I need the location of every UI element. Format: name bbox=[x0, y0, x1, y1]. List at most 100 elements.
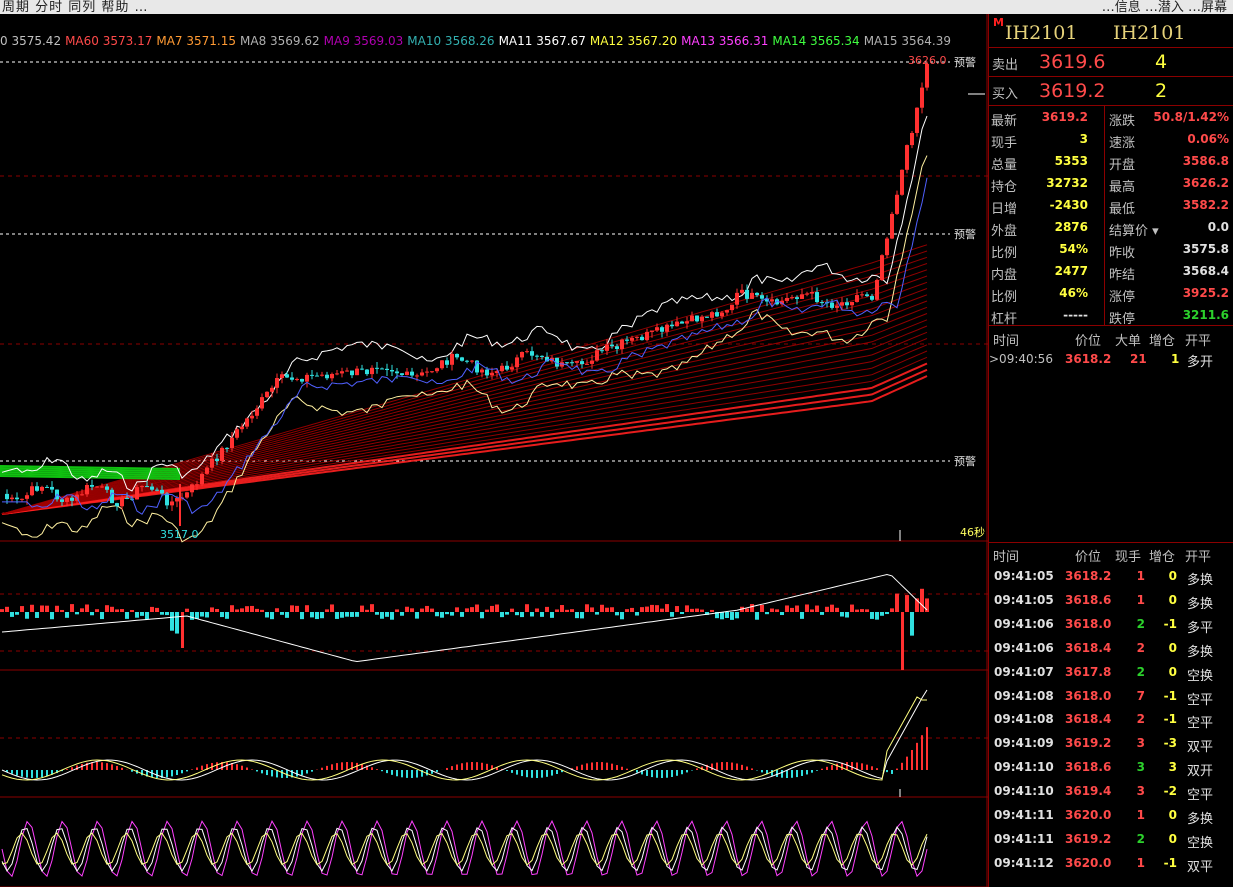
tick-oi: 0 bbox=[1168, 808, 1177, 822]
stat-label: 昨收 bbox=[1109, 246, 1136, 261]
stat-label: 昨结 bbox=[1109, 268, 1136, 283]
stat-value: 32732 bbox=[1046, 176, 1088, 190]
tick-volume: 3 bbox=[1136, 736, 1145, 751]
ma-green-band bbox=[0, 465, 181, 470]
tick-row[interactable]: 09:41:12 3620.0 1 -1 双平 bbox=[989, 856, 1233, 879]
warn-label-2: 预警 bbox=[954, 227, 976, 241]
stat-label: 比例 bbox=[991, 246, 1018, 261]
ask-row[interactable]: 卖出 3619.6 4 bbox=[989, 51, 1233, 75]
tick-oi: 0 bbox=[1168, 664, 1177, 679]
stat-row: 杠杆 ----- 跌停 3211.6 bbox=[989, 307, 1233, 328]
stat-value: 0.06% bbox=[1187, 132, 1229, 146]
bid-volume: 2 bbox=[1155, 80, 1168, 102]
stat-row: 持仓 32732 最高 3626.2 bbox=[989, 175, 1233, 196]
tick-price: 3620.0 bbox=[1065, 808, 1112, 822]
menu-bar-left[interactable]: 周期 分时 同列 帮助 … bbox=[2, 0, 149, 14]
tick-oi: 0 bbox=[1168, 592, 1177, 607]
ma-legend-item: MA9 3569.03 bbox=[323, 34, 404, 48]
ma-legend-item: MA8 3569.62 bbox=[240, 34, 320, 48]
stat-value: 46% bbox=[1059, 286, 1088, 300]
stat-label: 跌停 bbox=[1109, 312, 1136, 327]
ask-volume: 4 bbox=[1155, 51, 1168, 73]
tick-volume: 2 bbox=[1136, 616, 1145, 631]
tick-volume: 7 bbox=[1136, 688, 1145, 703]
bid-label: 买入 bbox=[992, 87, 1019, 102]
tick-row[interactable]: 09:41:10 3619.4 3 -2 空平 bbox=[989, 784, 1233, 807]
tick-oi: -3 bbox=[1163, 736, 1177, 751]
tick-volume: 2 bbox=[1136, 640, 1145, 655]
tick-row[interactable]: 09:41:05 3618.6 1 0 多换 bbox=[989, 593, 1233, 616]
stat-value: 3619.2 bbox=[1041, 110, 1088, 124]
tick-oi: 0 bbox=[1168, 831, 1177, 846]
tick-row[interactable]: 09:41:08 3618.4 2 -1 空平 bbox=[989, 712, 1233, 735]
tick-row[interactable]: 09:41:10 3618.6 3 3 双开 bbox=[989, 760, 1233, 783]
stat-value: 2477 bbox=[1054, 264, 1088, 278]
tick-row[interactable]: 09:41:07 3617.8 2 0 空换 bbox=[989, 665, 1233, 688]
tick-price: 3618.4 bbox=[1065, 712, 1112, 727]
tick-oi: 0 bbox=[1168, 640, 1177, 655]
tick-price: 3618.6 bbox=[1065, 592, 1112, 607]
big-order-header: 时间 bbox=[993, 334, 1020, 349]
stat-label: 最低 bbox=[1109, 202, 1136, 217]
stat-value: 3586.8 bbox=[1182, 154, 1229, 168]
stat-value: 3925.2 bbox=[1182, 286, 1229, 300]
stat-value: 0.0 bbox=[1207, 220, 1229, 234]
tick-time: 09:41:12 bbox=[994, 855, 1054, 870]
tick-time: 09:41:07 bbox=[994, 664, 1054, 679]
indicator-panel-2[interactable] bbox=[1, 689, 928, 781]
ma-legend-item: MA11 3567.67 bbox=[498, 34, 586, 48]
tick-volume: 3 bbox=[1136, 760, 1145, 775]
big-order-volume: 21 bbox=[1130, 352, 1147, 366]
indicator-panel-3[interactable] bbox=[1, 819, 928, 878]
big-order-time: >09:40:56 bbox=[989, 352, 1053, 366]
tick-row[interactable]: 09:41:11 3619.2 2 0 空换 bbox=[989, 832, 1233, 855]
tick-header: 开平 bbox=[1185, 550, 1212, 565]
ma-fan bbox=[1, 244, 928, 515]
tick-header: 增仓 bbox=[1149, 550, 1176, 565]
stat-value: -2430 bbox=[1049, 198, 1088, 212]
stat-label: 比例 bbox=[991, 290, 1018, 305]
low-label: 3517.0 bbox=[160, 528, 199, 541]
symbol-code[interactable]: IH2101 bbox=[1005, 22, 1078, 44]
tick-type: 空换 bbox=[1187, 668, 1214, 684]
stat-value: ----- bbox=[1063, 308, 1088, 322]
tick-volume: 2 bbox=[1136, 664, 1145, 679]
stat-value: 54% bbox=[1059, 242, 1088, 256]
menu-bar-right[interactable]: …信息 …潜入 …屏幕 bbox=[1101, 0, 1227, 14]
tick-oi: -1 bbox=[1163, 855, 1177, 870]
indicator-panel-1[interactable] bbox=[0, 573, 929, 671]
ma-legend-item: MA10 3568.26 bbox=[407, 34, 495, 48]
bid-price: 3619.2 bbox=[1039, 80, 1106, 102]
stat-row: 比例 54% 昨收 3575.8 bbox=[989, 241, 1233, 262]
tick-price: 3620.0 bbox=[1065, 855, 1112, 870]
bid-row[interactable]: 买入 3619.2 2 bbox=[989, 80, 1233, 104]
ask-price: 3619.6 bbox=[1039, 51, 1106, 73]
symbol-name: IH2101 bbox=[1113, 22, 1186, 44]
ma-legend-item: MA14 3565.34 bbox=[772, 34, 860, 48]
tick-row[interactable]: 09:41:06 3618.4 2 0 多换 bbox=[989, 641, 1233, 664]
stat-label: 涨跌 bbox=[1109, 114, 1136, 129]
stat-value: 3626.2 bbox=[1182, 176, 1229, 190]
tick-row[interactable]: 09:41:05 3618.2 1 0 多换 bbox=[989, 569, 1233, 592]
big-order-header: 增仓 bbox=[1149, 334, 1176, 349]
tick-row[interactable]: 09:41:09 3619.2 3 -3 双平 bbox=[989, 736, 1233, 759]
tick-type: 多换 bbox=[1187, 812, 1214, 827]
tick-type: 双平 bbox=[1187, 859, 1214, 875]
boll-upper bbox=[1, 115, 928, 492]
tick-price: 3617.8 bbox=[1065, 664, 1112, 679]
ma-legend: 0 3575.42 MA60 3573.17 MA7 3571.15 MA8 3569… bbox=[0, 34, 955, 50]
tick-header: 现手 bbox=[1115, 550, 1142, 565]
tick-row[interactable]: 09:41:06 3618.0 2 -1 多平 bbox=[989, 617, 1233, 640]
tick-time: 09:41:11 bbox=[994, 808, 1054, 822]
tick-type: 多换 bbox=[1187, 573, 1214, 588]
tick-volume: 1 bbox=[1136, 855, 1145, 870]
ma-legend-item: MA15 3564.39 bbox=[863, 34, 951, 48]
tick-oi: -2 bbox=[1163, 784, 1177, 799]
ma-legend-item: MA7 3571.15 bbox=[156, 34, 236, 48]
tick-time: 09:41:06 bbox=[994, 640, 1054, 655]
tick-row[interactable]: 09:41:11 3620.0 1 0 多换 bbox=[989, 808, 1233, 831]
tick-type: 多换 bbox=[1187, 596, 1214, 612]
tick-row[interactable]: 09:41:08 3618.0 7 -1 空平 bbox=[989, 689, 1233, 712]
tick-type: 空换 bbox=[1187, 835, 1214, 851]
